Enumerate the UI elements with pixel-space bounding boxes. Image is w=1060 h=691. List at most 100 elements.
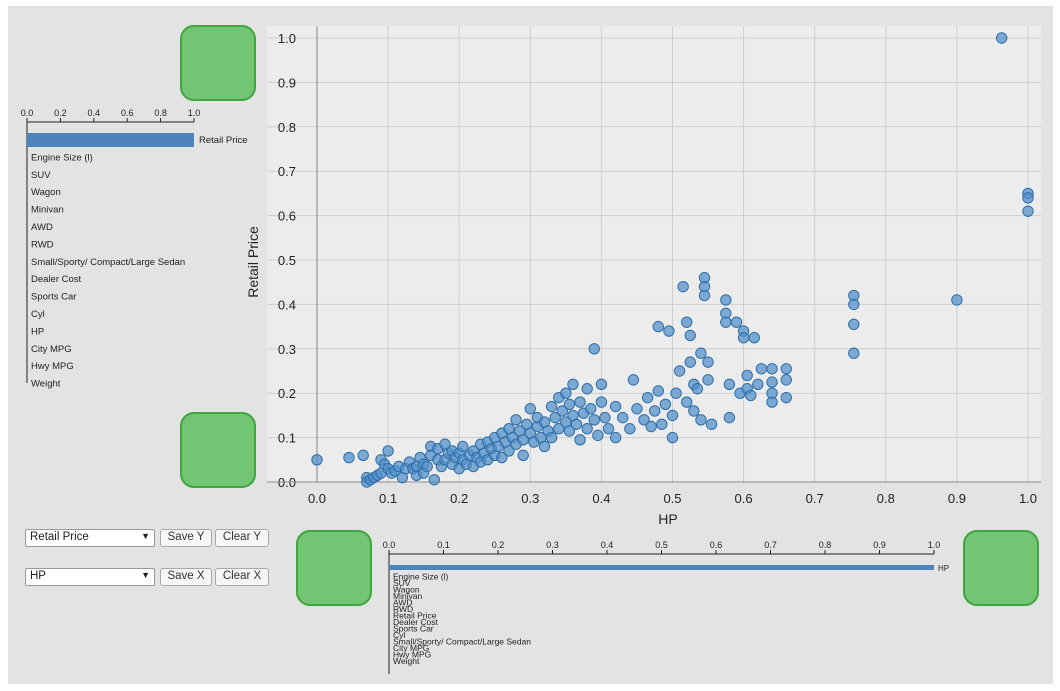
data-point [421, 460, 433, 473]
y-axis-label: Retail Price [245, 226, 261, 298]
corr-y-row-label: Cyl [31, 309, 45, 320]
y-tick-label: 0.9 [278, 75, 296, 90]
data-point [741, 369, 753, 382]
corr-x-row-label: Sports Car [393, 624, 434, 634]
data-point [723, 378, 736, 391]
y-tick-label: 0.5 [278, 253, 296, 268]
data-point [681, 396, 693, 408]
data-point [553, 423, 565, 435]
data-point [599, 411, 611, 424]
corr-y-row-label: Sports Car [31, 292, 76, 303]
corr-x-row-label: Wagon [393, 585, 420, 595]
y-correlation-ticks: 0.0 0.2 0.4 0.6 0.8 1.0 [21, 108, 201, 383]
data-point [698, 289, 711, 302]
data-point [624, 423, 636, 435]
y-tick-label: 0.7 [278, 164, 296, 179]
x-tick-label: 1.0 [1019, 491, 1037, 506]
data-point [609, 400, 622, 413]
data-point [609, 431, 622, 444]
corr-y-tick-label: 0.0 [21, 108, 34, 118]
chevron-down-icon: ▼ [141, 570, 150, 580]
data-point [745, 389, 757, 402]
clear-y-button[interactable]: Clear Y [215, 529, 269, 547]
corr-x-tick-label: 0.7 [764, 540, 777, 550]
bottom-right-green-button[interactable] [963, 530, 1039, 606]
data-point [560, 387, 572, 399]
data-point [663, 325, 675, 337]
corr-y-row-label: Retail Price [199, 135, 248, 146]
data-point [563, 425, 576, 437]
corr-x-tick-label: 0.6 [710, 540, 723, 550]
data-point [848, 298, 860, 311]
corr-y-row-label: Engine Size (l) [31, 152, 93, 163]
data-point [567, 378, 579, 391]
bottom-left-green-button[interactable] [296, 530, 372, 606]
data-point [666, 431, 679, 444]
corr-y-row-label: Minivan [31, 205, 64, 216]
corr-x-row-label: Engine Size (l) [393, 572, 448, 582]
corr-y-tick-label: 0.8 [154, 108, 167, 118]
scatter-chart: 0.0 0.1 0.2 0.3 0.4 0.5 0.6 0.7 0.8 0.9 1.00.00.10… [245, 26, 1041, 527]
data-point [720, 294, 732, 306]
data-point [666, 409, 679, 422]
save-x-button[interactable]: Save X [160, 568, 212, 586]
data-point [652, 385, 664, 397]
app-panel: 0.0 0.2 0.4 0.6 0.8 1.0 Retail Price Engine Si… [8, 6, 1053, 684]
data-point [510, 414, 522, 426]
data-point [627, 374, 640, 386]
corr-x-row-label: Cyl [393, 630, 405, 640]
corr-x-tick-label: 1.0 [928, 540, 941, 550]
data-point [382, 445, 394, 457]
data-point [695, 347, 707, 359]
data-point [311, 454, 323, 466]
x-tick-label: 0.2 [450, 491, 468, 506]
x-variable-select[interactable]: HP ▼ [25, 568, 155, 586]
data-point [563, 398, 576, 410]
corr-x-row-label: Small/Sporty/ Compact/Large Sedan [393, 637, 531, 647]
x-variable-select-value: HP [30, 570, 46, 582]
data-point [670, 387, 682, 399]
clear-x-button[interactable]: Clear X [215, 568, 269, 586]
data-point [766, 376, 778, 388]
corr-x-row-label: Retail Price [393, 611, 437, 621]
corr-y-tick-label: 1.0 [188, 108, 201, 118]
x-tick-label: 0.8 [877, 491, 895, 506]
corr-y-row-label: RWD [31, 239, 54, 250]
data-point [723, 411, 736, 424]
corr-x-row-label: City MPG [393, 643, 429, 653]
x-axis-label: HP [658, 511, 677, 527]
data-point [631, 403, 643, 415]
x-correlation-rows: HP Engine Size (l)SUVWagonMinivanAWDRWDRe… [389, 564, 949, 666]
save-y-button[interactable]: Save Y [160, 529, 212, 547]
y-variable-select[interactable]: Retail Price ▼ [25, 529, 155, 547]
data-point [457, 440, 469, 453]
data-point [1022, 192, 1034, 204]
data-point [652, 320, 664, 333]
corr-x-row-label: Minivan [393, 591, 423, 601]
data-point [574, 396, 586, 408]
top-left-green-button[interactable] [180, 25, 256, 101]
corr-y-row-label: SUV [31, 170, 51, 181]
chevron-down-icon: ▼ [141, 531, 150, 541]
data-point [702, 356, 714, 368]
data-point [684, 329, 696, 342]
y-tick-label: 0.2 [278, 386, 296, 401]
corr-x-row-label: Dealer Cost [393, 617, 439, 627]
mid-left-green-button[interactable] [180, 412, 256, 488]
data-point [570, 418, 583, 430]
corr-x-row-label: SUV [393, 578, 411, 588]
data-point [585, 403, 597, 415]
y-correlation-rows: Retail Price Engine Size (l) SUV Wagon Miniv… [27, 133, 248, 390]
y-tick-label: 1.0 [278, 31, 296, 46]
data-point [848, 347, 860, 359]
corr-x-tick-label: 0.9 [873, 540, 886, 550]
data-point [780, 363, 792, 375]
data-point [649, 405, 661, 417]
x-correlation-ticks: 0.0 0.1 0.2 0.3 0.4 0.5 0.6 0.7 0.8 0.9 1.0 [383, 540, 941, 674]
y-variable-select-value: Retail Price [30, 531, 89, 543]
data-point [645, 420, 657, 433]
corr-x-row-label: Weight [393, 656, 420, 666]
data-point [748, 332, 760, 344]
corr-y-tick-label: 0.6 [121, 108, 134, 118]
data-point [656, 418, 668, 430]
